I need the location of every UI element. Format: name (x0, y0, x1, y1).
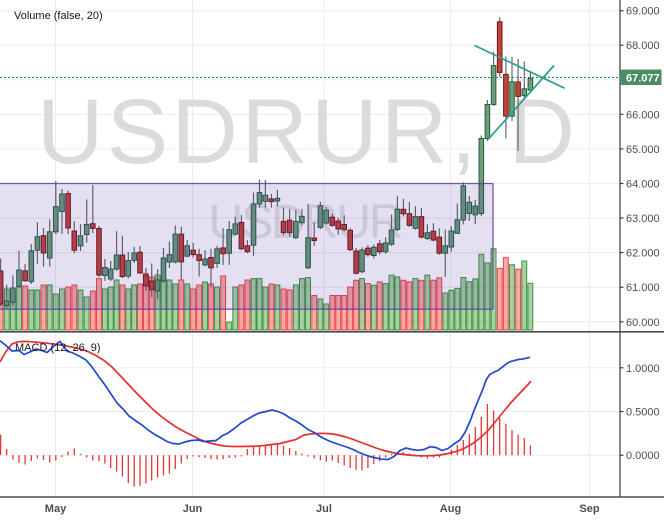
svg-text:1.0000: 1.0000 (626, 363, 660, 375)
svg-text:64.000: 64.000 (626, 179, 660, 191)
svg-text:Jun: Jun (183, 503, 203, 515)
svg-text:MACD (12, 26, 9): MACD (12, 26, 9) (15, 342, 101, 354)
svg-text:May: May (45, 503, 67, 515)
svg-text:62.000: 62.000 (626, 248, 660, 260)
svg-text:69.000: 69.000 (626, 6, 660, 18)
svg-text:Volume (false, 20): Volume (false, 20) (14, 10, 103, 22)
svg-text:66.000: 66.000 (626, 109, 660, 121)
svg-text:Jul: Jul (316, 503, 332, 515)
svg-text:63.000: 63.000 (626, 213, 660, 225)
svg-text:60.000: 60.000 (626, 317, 660, 329)
svg-text:Sep: Sep (579, 503, 599, 515)
svg-text:Aug: Aug (440, 503, 461, 515)
svg-text:61.000: 61.000 (626, 282, 660, 294)
svg-text:68.000: 68.000 (626, 40, 660, 52)
svg-text:67.077: 67.077 (626, 73, 660, 85)
svg-text:65.000: 65.000 (626, 144, 660, 156)
svg-text:0.0000: 0.0000 (626, 450, 660, 462)
svg-text:0.5000: 0.5000 (626, 407, 660, 419)
